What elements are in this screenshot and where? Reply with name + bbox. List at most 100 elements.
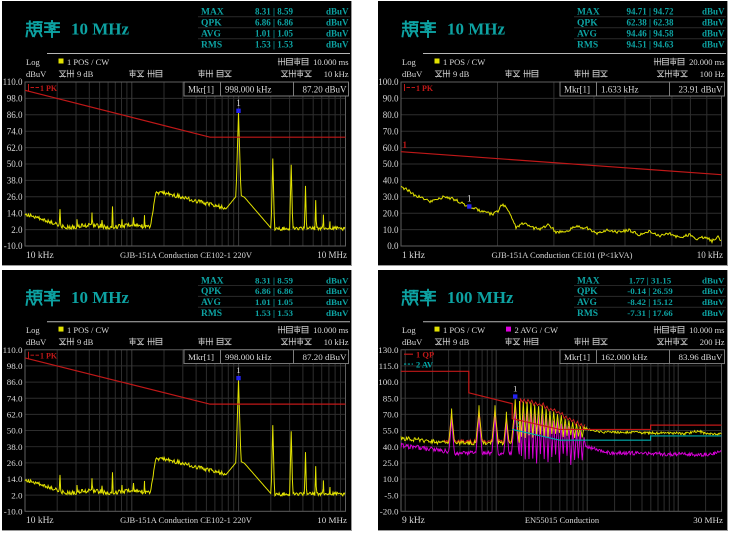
svg-text:dBuV: dBuV — [326, 275, 349, 285]
svg-text:110.0: 110.0 — [3, 77, 23, 87]
svg-text:dBuV: dBuV — [326, 308, 349, 318]
svg-text:9 kHz: 9 kHz — [402, 516, 425, 526]
svg-text:90.0: 90.0 — [383, 94, 399, 104]
svg-text:Mkr[1]: Mkr[1] — [188, 352, 214, 362]
svg-text:dBuV: dBuV — [702, 18, 725, 28]
svg-text:110.0: 110.0 — [3, 345, 23, 355]
svg-text:Log: Log — [402, 57, 416, 67]
svg-text:dBuV: dBuV — [326, 7, 349, 17]
svg-text:dBuV: dBuV — [702, 29, 725, 39]
svg-text:1: 1 — [467, 194, 472, 204]
svg-text:9 dB: 9 dB — [77, 337, 94, 347]
svg-text:85.0: 85.0 — [383, 393, 399, 403]
svg-text:2.0: 2.0 — [11, 225, 23, 235]
svg-text:RMS: RMS — [577, 309, 598, 319]
svg-text:GJB-151A Conduction CE102-1 22: GJB-151A Conduction CE102-1 220V — [120, 515, 252, 525]
svg-text:Log: Log — [402, 325, 416, 335]
svg-text:1.01 | 1.05: 1.01 | 1.05 — [255, 29, 293, 39]
svg-text:QPK: QPK — [577, 19, 598, 29]
svg-text:dBuV: dBuV — [702, 286, 725, 296]
svg-text:8.31 | 8.59: 8.31 | 8.59 — [255, 7, 293, 17]
svg-text:10 kHz: 10 kHz — [324, 337, 349, 347]
svg-text:9 dB: 9 dB — [453, 337, 470, 347]
svg-text:dBuV: dBuV — [402, 337, 422, 347]
svg-text:EN55015 Conduction: EN55015 Conduction — [525, 515, 600, 525]
svg-text:10.000 ms: 10.000 ms — [689, 325, 724, 335]
svg-text:RMS: RMS — [577, 41, 598, 51]
svg-text:1 POS / CW: 1 POS / CW — [67, 325, 109, 335]
svg-text:1 POS / CW: 1 POS / CW — [443, 325, 485, 335]
svg-text:dBuV: dBuV — [326, 286, 349, 296]
svg-text:Mkr[1]: Mkr[1] — [564, 85, 590, 95]
svg-text:10.000 ms: 10.000 ms — [313, 57, 348, 67]
svg-text:40.0: 40.0 — [383, 442, 399, 452]
svg-text:998.000 kHz: 998.000 kHz — [225, 85, 272, 95]
svg-text:1.53 | 1.53: 1.53 | 1.53 — [255, 40, 293, 50]
svg-text:14.0: 14.0 — [7, 474, 23, 484]
svg-text:dBuV: dBuV — [702, 275, 725, 285]
svg-text:9 dB: 9 dB — [453, 69, 470, 79]
svg-text:10 kHz: 10 kHz — [26, 251, 54, 261]
svg-text:100 MHz: 100 MHz — [447, 288, 514, 307]
svg-text:MAX: MAX — [577, 8, 600, 18]
svg-text:38.0: 38.0 — [7, 442, 23, 452]
svg-text:26.0: 26.0 — [7, 458, 23, 468]
svg-text:87.20 dBuV: 87.20 dBuV — [302, 85, 347, 95]
svg-text:40.0: 40.0 — [383, 176, 399, 186]
svg-text:10 MHz: 10 MHz — [317, 250, 347, 260]
svg-text:dBuV: dBuV — [26, 69, 47, 79]
svg-text:dBuV: dBuV — [326, 18, 349, 28]
svg-text:130.0: 130.0 — [378, 345, 399, 355]
svg-text:dBuV: dBuV — [702, 308, 725, 318]
svg-text:AVG: AVG — [577, 298, 598, 308]
svg-text:-5.0: -5.0 — [384, 490, 399, 500]
svg-text:dBuV: dBuV — [326, 29, 349, 39]
svg-text:1 kHz: 1 kHz — [402, 251, 425, 261]
svg-text:94.71 | 94.72: 94.71 | 94.72 — [627, 7, 674, 17]
svg-text:86.0: 86.0 — [7, 110, 23, 120]
svg-text:10 kHz: 10 kHz — [26, 516, 54, 526]
svg-text:9 dB: 9 dB — [77, 69, 94, 79]
svg-text:dBuV: dBuV — [26, 337, 46, 347]
svg-text:-20.0: -20.0 — [380, 507, 399, 517]
svg-text:83.96 dBuV: 83.96 dBuV — [679, 352, 724, 362]
svg-text:-10.0: -10.0 — [4, 507, 23, 517]
svg-text:-10.0: -10.0 — [4, 241, 23, 251]
svg-text:10 MHz: 10 MHz — [71, 20, 130, 39]
svg-text:10 MHz: 10 MHz — [447, 20, 506, 39]
svg-text:6.86 | 6.86: 6.86 | 6.86 — [255, 18, 293, 28]
svg-text:RMS: RMS — [201, 41, 222, 51]
svg-text:20.000 ms: 20.000 ms — [689, 57, 724, 67]
svg-text:dBuV: dBuV — [326, 40, 349, 50]
svg-text:1.77 | 31.15: 1.77 | 31.15 — [629, 275, 672, 285]
svg-text:-7.31 | 17.66: -7.31 | 17.66 — [627, 308, 673, 318]
svg-text:200 Hz: 200 Hz — [700, 337, 725, 347]
svg-text:10 MHz: 10 MHz — [317, 515, 347, 525]
svg-text:1: 1 — [403, 140, 408, 150]
svg-text:MAX: MAX — [201, 8, 224, 18]
svg-text:1.53 | 1.53: 1.53 | 1.53 — [255, 308, 293, 318]
svg-text:1: 1 — [513, 384, 518, 394]
svg-text:2: 2 — [516, 420, 520, 429]
svg-text:115.0: 115.0 — [379, 361, 399, 371]
svg-text:10 kHz: 10 kHz — [324, 69, 349, 79]
svg-text:dBuV: dBuV — [702, 40, 725, 50]
svg-text:62.0: 62.0 — [7, 410, 23, 420]
svg-text:AVG: AVG — [577, 30, 597, 40]
svg-text:AVG: AVG — [201, 30, 221, 40]
svg-text:60.0: 60.0 — [383, 143, 399, 153]
svg-text:AVG: AVG — [201, 298, 222, 308]
svg-text:2.0: 2.0 — [11, 490, 23, 500]
svg-text:2 AVG / CW: 2 AVG / CW — [515, 325, 559, 335]
svg-text:dBuV: dBuV — [326, 297, 349, 307]
svg-text:98.0: 98.0 — [7, 361, 23, 371]
svg-text:GJB-151A Conduction CE101 (P<1: GJB-151A Conduction CE101 (P<1kVA) — [492, 250, 633, 260]
svg-text:62.38 | 62.38: 62.38 | 62.38 — [627, 18, 674, 28]
svg-text:50.0: 50.0 — [7, 159, 23, 169]
svg-text:Mkr[1]: Mkr[1] — [188, 85, 214, 95]
svg-text:50.0: 50.0 — [7, 426, 23, 436]
svg-text:-8.42 | 15.12: -8.42 | 15.12 — [627, 297, 673, 307]
svg-text:162.000 kHz: 162.000 kHz — [601, 352, 647, 362]
svg-text:74.0: 74.0 — [7, 126, 23, 136]
svg-text:30 MHz: 30 MHz — [693, 515, 723, 525]
